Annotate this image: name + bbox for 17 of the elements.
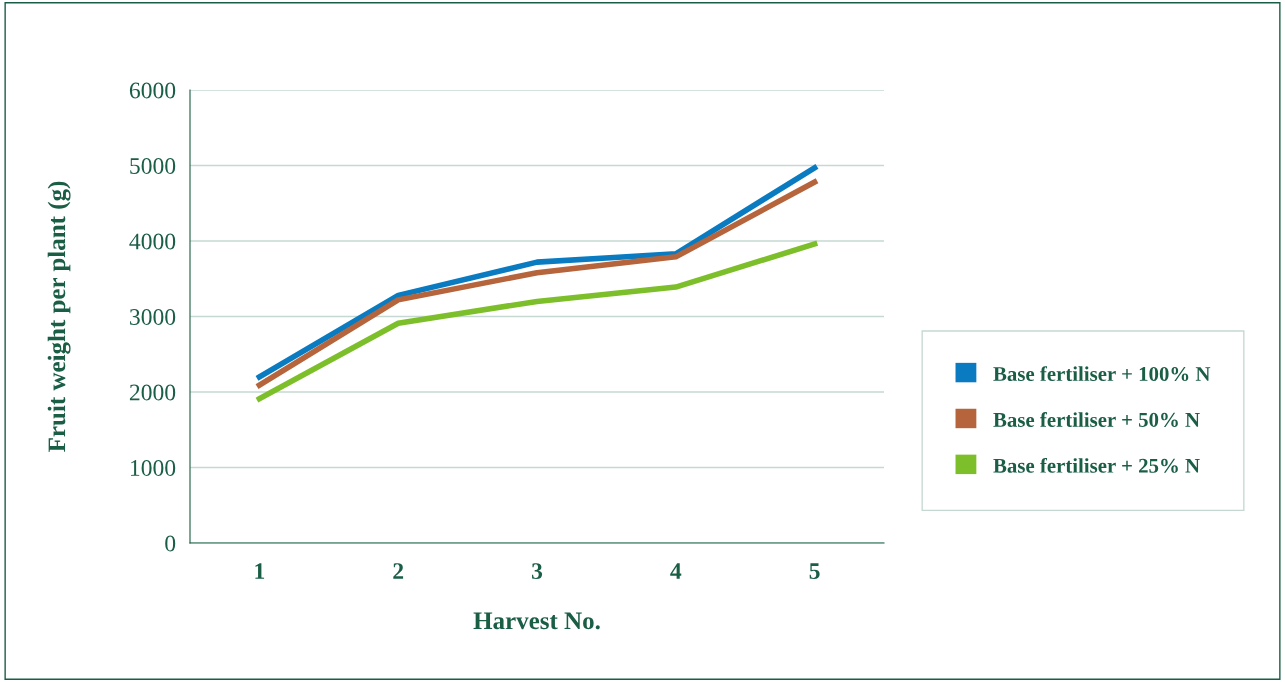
x-tick-label: 1 — [255, 563, 265, 579]
x-tick-label: 5 — [809, 563, 820, 580]
y-tick-label: 4000 — [129, 233, 176, 250]
x-tick-label: 2 — [393, 563, 404, 579]
y-tick-label: 3000 — [130, 308, 176, 325]
y-tick-label: 1000 — [130, 459, 176, 476]
y-tick-label: 5000 — [130, 157, 176, 174]
y-tick-label: 0 — [165, 535, 176, 552]
x-tick-label: 3 — [531, 563, 543, 580]
legend-label: Base fertiliser + 50% N — [993, 412, 1200, 427]
x-tick-label: 4 — [670, 563, 682, 579]
y-axis-title: Fruit weight per plant (g) — [47, 181, 71, 452]
y-tick-label: 2000 — [129, 384, 176, 401]
legend-label: Base fertiliser + 25% N — [993, 457, 1200, 473]
x-axis-title: Harvest No. — [473, 612, 600, 630]
legend-label: Base fertiliser + 100% N — [993, 366, 1211, 382]
y-tick-label: 6000 — [129, 82, 176, 99]
